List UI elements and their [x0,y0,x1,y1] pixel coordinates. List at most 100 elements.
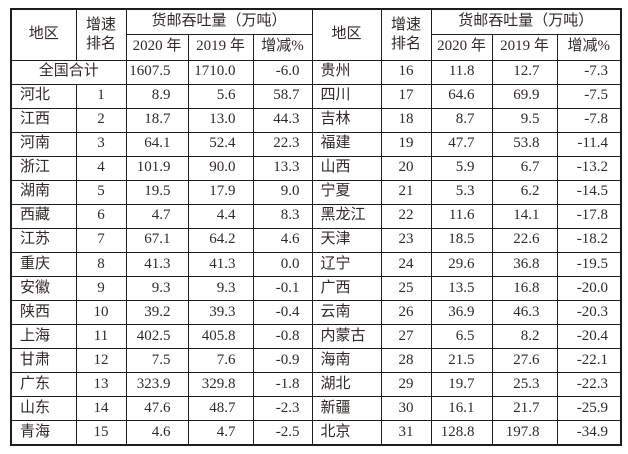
value-2019-cell: 16.8 [491,275,558,301]
change-pct-cell: -7.8 [556,107,622,133]
value-2020-cell: 18.7 [125,107,189,133]
value-2020-cell: 7.5 [125,347,189,373]
change-pct-cell: -2.5 [252,419,313,446]
region-cell: 海南 [311,347,382,373]
value-2019-cell: 7.6 [187,347,254,373]
region-cell: 吉林 [311,107,382,133]
value-2019-cell: 6.7 [491,155,558,181]
header-rank-line1: 增速 [391,17,422,33]
change-pct-cell: -34.9 [556,419,622,446]
rank-cell: 17 [380,83,432,109]
header-group-left: 货邮吞吐量（万吨） [125,8,313,35]
rank-cell: 3 [75,131,127,157]
value-2019-cell: 9.3 [187,275,254,301]
change-pct-cell: -6.0 [252,59,313,85]
value-2019-cell: 90.0 [187,155,254,181]
table-row: 安徽 9 9.3 9.3 -0.1 广西 25 13.5 16.8 -20.0 [10,275,622,301]
rank-cell: 10 [75,299,127,325]
change-pct-cell: 58.7 [252,83,313,109]
change-pct-cell: -0.8 [252,323,313,349]
region-cell: 甘肃 [10,347,77,373]
rank-cell: 12 [75,347,127,373]
value-2019-cell: 13.0 [187,107,254,133]
value-2020-cell: 323.9 [125,371,189,397]
value-2020-cell: 11.8 [430,59,493,85]
table-row: 重庆 8 41.3 41.3 0.0 辽宁 24 29.6 36.8 -19.5 [10,251,622,277]
value-2019-cell: 52.4 [187,131,254,157]
region-cell: 安徽 [10,275,77,301]
value-2020-cell: 5.9 [430,155,493,181]
value-2020-cell: 64.6 [430,83,493,109]
region-cell: 黑龙江 [311,203,382,229]
value-2020-cell: 19.7 [430,371,493,397]
value-2019-cell: 41.3 [187,251,254,277]
change-pct-cell: -20.4 [556,323,622,349]
rank-cell: 6 [75,203,127,229]
change-pct-cell: -20.0 [556,275,622,301]
header-region-right: 地区 [311,8,382,61]
change-pct-cell: -22.1 [556,347,622,373]
value-2019-cell: 64.2 [187,227,254,253]
value-2019-cell: 25.3 [491,371,558,397]
change-pct-cell: 9.0 [252,179,313,205]
region-cell: 辽宁 [311,251,382,277]
region-cell: 浙江 [10,155,77,181]
change-pct-cell: -13.2 [556,155,622,181]
value-2020-cell: 4.6 [125,419,189,446]
change-pct-cell: 13.3 [252,155,313,181]
rank-cell: 20 [380,155,432,181]
region-cell: 陕西 [10,299,77,325]
value-2020-cell: 1607.5 [125,59,189,85]
header-region-left: 地区 [10,8,77,61]
value-2020-cell: 8.7 [430,107,493,133]
rank-cell: 8 [75,251,127,277]
change-pct-cell: -0.1 [252,275,313,301]
value-2019-cell: 8.2 [491,323,558,349]
value-2019-cell: 1710.0 [187,59,254,85]
change-pct-cell: -0.9 [252,347,313,373]
table-row: 山东 14 47.6 48.7 -2.3 新疆 30 16.1 21.7 -25.9 [10,395,622,421]
rank-cell: 28 [380,347,432,373]
value-2019-cell: 21.7 [491,395,558,421]
value-2020-cell: 39.2 [125,299,189,325]
value-2019-cell: 48.7 [187,395,254,421]
region-cell: 新疆 [311,395,382,421]
change-pct-cell: 0.0 [252,251,313,277]
region-cell: 天津 [311,227,382,253]
change-pct-cell: 8.3 [252,203,313,229]
table-row: 上海 11 402.5 405.8 -0.8 内蒙古 27 6.5 8.2 -20.4 [10,323,622,349]
value-2020-cell: 19.5 [125,179,189,205]
table-row: 河南 3 64.1 52.4 22.3 福建 19 47.7 53.8 -11.4 [10,131,622,157]
region-cell: 上海 [10,323,77,349]
rank-cell: 19 [380,131,432,157]
change-pct-cell: -25.9 [556,395,622,421]
value-2019-cell: 405.8 [187,323,254,349]
value-2019-cell: 46.3 [491,299,558,325]
table-row: 湖南 5 19.5 17.9 9.0 宁夏 21 5.3 6.2 -14.5 [10,179,622,205]
value-2019-cell: 53.8 [491,131,558,157]
change-pct-cell: -22.3 [556,371,622,397]
rank-cell: 21 [380,179,432,205]
header-2020-right: 2020 年 [430,33,493,61]
rank-cell: 30 [380,395,432,421]
rank-cell: 25 [380,275,432,301]
rank-cell: 31 [380,419,432,446]
header-group-right: 货邮吞吐量（万吨） [430,8,622,35]
table-row: 陕西 10 39.2 39.3 -0.4 云南 26 36.9 46.3 -20.3 [10,299,622,325]
value-2020-cell: 64.1 [125,131,189,157]
header-rank-left: 增速 排名 [75,8,127,61]
value-2019-cell: 14.1 [491,203,558,229]
header-rank-line1: 增速 [85,17,116,33]
header-change-right: 增减% [556,33,622,61]
value-2020-cell: 47.6 [125,395,189,421]
header-2019-left: 2019 年 [187,33,254,61]
region-cell: 四川 [311,83,382,109]
value-2019-cell: 22.6 [491,227,558,253]
value-2019-cell: 36.8 [491,251,558,277]
table-row: 江苏 7 67.1 64.2 4.6 天津 23 18.5 22.6 -18.2 [10,227,622,253]
change-pct-cell: -14.5 [556,179,622,205]
value-2019-cell: 4.7 [187,419,254,446]
rank-cell: 13 [75,371,127,397]
throughput-table: 地区 增速 排名 货邮吞吐量（万吨） 地区 增速 排名 货邮吞吐量（万吨） [10,8,623,446]
